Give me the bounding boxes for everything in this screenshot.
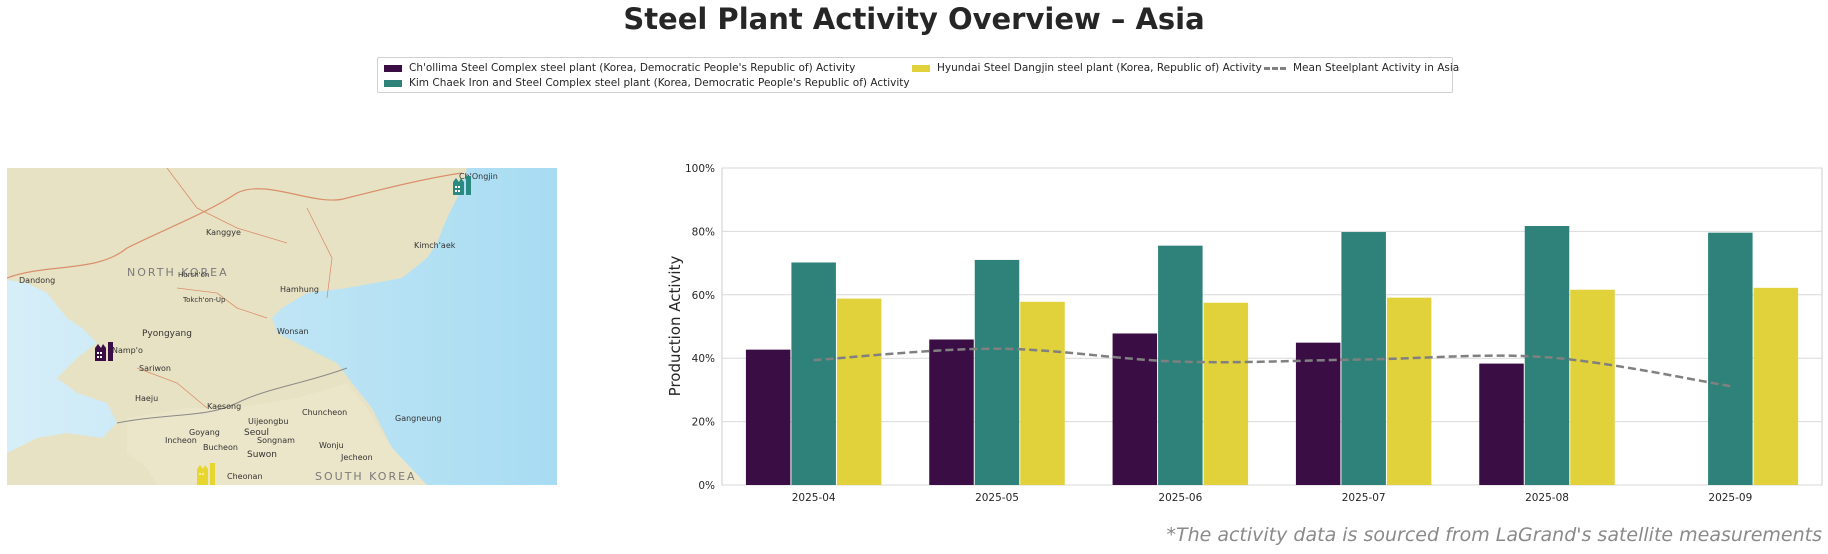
y-axis-label: Production Activity	[666, 256, 684, 397]
y-tick-label: 80%	[692, 226, 715, 238]
map-city: Suwon	[247, 450, 277, 460]
x-tick-label: 2025-06	[1158, 492, 1202, 504]
map-city: Bucheon	[203, 443, 238, 452]
x-tick-label: 2025-09	[1708, 492, 1752, 504]
map-city: Goyang	[189, 428, 220, 437]
legend-label-hyundai: Hyundai Steel Dangjin steel plant (Korea…	[937, 62, 1262, 74]
map-border	[7, 172, 463, 279]
factory-icon	[95, 342, 113, 361]
data-source-footnote: *The activity data is sourced from LaGra…	[1166, 524, 1822, 546]
legend-label-kim-chaek: Kim Chaek Iron and Steel Complex steel p…	[409, 77, 910, 89]
map-dmz	[116, 367, 348, 424]
bar-2025-05-series-0	[929, 339, 974, 485]
x-tick-label: 2025-04	[792, 492, 836, 504]
bar-2025-08-series-1	[1524, 226, 1570, 486]
mean-activity-line	[813, 347, 1731, 388]
mean-line-layer	[813, 347, 1731, 388]
map-region-border	[136, 168, 333, 409]
legend-item-kim-chaek: Kim Chaek Iron and Steel Complex steel p…	[384, 77, 910, 89]
legend-swatch-hyundai	[912, 64, 930, 72]
bar-2025-08-series-0	[1479, 363, 1524, 485]
legend-label-mean: Mean Steelplant Activity in Asia	[1293, 62, 1460, 74]
map-city: Songnam	[257, 436, 295, 445]
map-land-south	[127, 383, 427, 485]
map-city: Kimch'aek	[414, 241, 456, 250]
factory-icon	[453, 176, 471, 195]
map-city: Hurch'on	[178, 271, 209, 279]
map-city: Kanggye	[206, 228, 241, 237]
bar-2025-04-series-0	[745, 349, 791, 485]
map-canvas: NORTH KOREA SOUTH KOREA Ch'Ongjin Kanggy…	[7, 168, 557, 485]
y-tick-label: 100%	[685, 163, 715, 175]
map-city: Ch'Ongjin	[459, 172, 498, 181]
bar-2025-06-series-0	[1112, 333, 1158, 485]
legend-dash-mean	[1264, 66, 1286, 70]
legend-item-hyundai: Hyundai Steel Dangjin steel plant (Korea…	[912, 62, 1262, 74]
chart-legend: Ch'ollima Steel Complex steel plant (Kor…	[377, 57, 1459, 93]
bar-2025-06-series-1	[1158, 245, 1203, 485]
bar-2025-08-series-2	[1570, 289, 1615, 485]
plot-frame	[721, 167, 1823, 486]
map-city: Chuncheon	[302, 408, 347, 417]
map-label-south-korea: SOUTH KOREA	[315, 470, 417, 483]
bar-2025-06-series-2	[1203, 302, 1249, 485]
y-axis-ticks: 0% 20% 40% 60% 80% 100%	[685, 163, 715, 492]
y-tick-label: 40%	[692, 353, 715, 365]
bar-2025-07-series-0	[1295, 342, 1341, 485]
map-city: Gangneung	[395, 414, 441, 423]
y-tick-label: 0%	[698, 480, 715, 492]
y-tick-label: 60%	[692, 290, 715, 302]
x-tick-label: 2025-05	[975, 492, 1019, 504]
map-city: Kaesong	[207, 402, 241, 411]
legend-swatch-kim-chaek	[384, 79, 402, 87]
map-city: Wonsan	[277, 327, 309, 336]
map-city: Pyongyang	[142, 329, 192, 339]
map-city: Cheonan	[227, 472, 263, 481]
chart-bars	[745, 226, 1799, 486]
legend-item-mean: Mean Steelplant Activity in Asia	[1264, 62, 1459, 74]
chart-gridlines	[721, 167, 1823, 486]
map-city: Dandong	[19, 276, 55, 285]
bar-2025-07-series-2	[1386, 297, 1432, 485]
map-city: Tokch'on-Up	[182, 296, 226, 304]
y-tick-label: 20%	[692, 417, 715, 429]
factory-icon	[197, 463, 215, 485]
map-city: Jecheon	[340, 453, 373, 462]
legend-swatch-chollima	[384, 64, 402, 72]
bar-2025-09-series-1	[1708, 232, 1753, 485]
map-city: Uijeongbu	[248, 417, 288, 426]
x-tick-label: 2025-07	[1342, 492, 1386, 504]
page-title: Steel Plant Activity Overview – Asia	[623, 2, 1205, 36]
legend-label-chollima: Ch'ollima Steel Complex steel plant (Kor…	[409, 62, 856, 74]
plant-location-map: NORTH KOREA SOUTH KOREA Ch'Ongjin Kanggy…	[7, 168, 557, 485]
x-tick-label: 2025-08	[1525, 492, 1569, 504]
map-city: Haeju	[135, 394, 158, 403]
map-city: Sariwon	[139, 364, 171, 373]
map-label-north-korea: NORTH KOREA	[127, 266, 229, 279]
bar-2025-04-series-2	[836, 298, 882, 485]
map-city: Incheon	[165, 436, 197, 445]
bar-2025-09-series-2	[1753, 287, 1799, 485]
map-city: Namp'o	[112, 346, 143, 355]
bar-2025-07-series-1	[1341, 232, 1386, 485]
map-city: Hamhung	[280, 285, 319, 294]
bar-2025-05-series-2	[1020, 301, 1065, 485]
map-city: Wonju	[319, 441, 344, 450]
x-axis-ticks: 2025-04 2025-05 2025-06 2025-07 2025-08 2025-…	[792, 492, 1753, 504]
map-city: Seoul	[244, 428, 269, 438]
legend-item-chollima: Ch'ollima Steel Complex steel plant (Kor…	[384, 62, 855, 74]
bar-2025-04-series-1	[791, 262, 836, 485]
bar-2025-05-series-1	[974, 259, 1020, 485]
